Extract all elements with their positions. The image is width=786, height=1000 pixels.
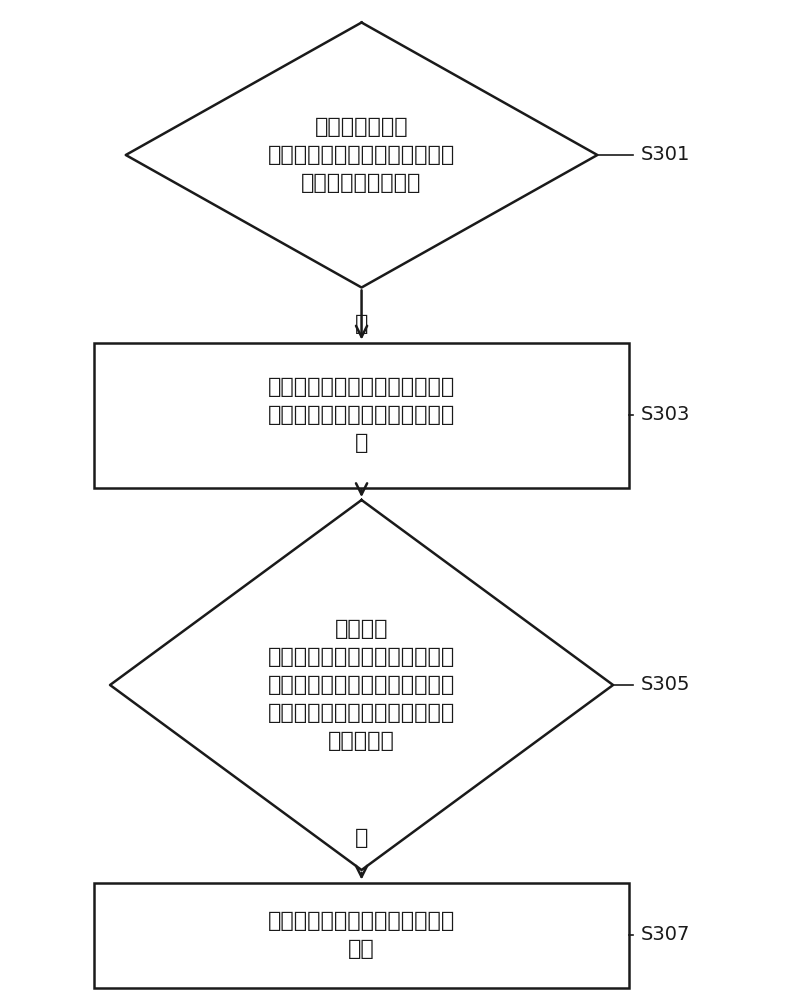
Polygon shape [110, 500, 613, 870]
Text: 判定第一空间位置满足预设收敛
条件: 判定第一空间位置满足预设收敛 条件 [268, 911, 455, 959]
Text: 判定各路径点的第一空间位置和
第一目标位置均满足预设使用条
件: 判定各路径点的第一空间位置和 第一目标位置均满足预设使用条 件 [268, 377, 455, 453]
Bar [94, 342, 629, 488]
Text: S307: S307 [641, 926, 690, 944]
Bar [94, 883, 629, 988]
Text: 是: 是 [354, 314, 369, 334]
Text: S305: S305 [641, 676, 690, 694]
Text: S301: S301 [641, 145, 690, 164]
Text: 判断各路径点的
第一空间位置和第一目标位置是
否均满足非碰撞条件: 判断各路径点的 第一空间位置和第一目标位置是 否均满足非碰撞条件 [268, 117, 455, 193]
Text: S303: S303 [641, 406, 690, 424]
Polygon shape [126, 22, 597, 288]
Text: 是: 是 [354, 828, 369, 848]
Text: 判断第一
空间位置对应的迭代次数是否小
于等于第一预设阈值或第一空间
位置对应的收敛差值是否满足预
设阈值条件: 判断第一 空间位置对应的迭代次数是否小 于等于第一预设阈值或第一空间 位置对应的… [268, 619, 455, 751]
